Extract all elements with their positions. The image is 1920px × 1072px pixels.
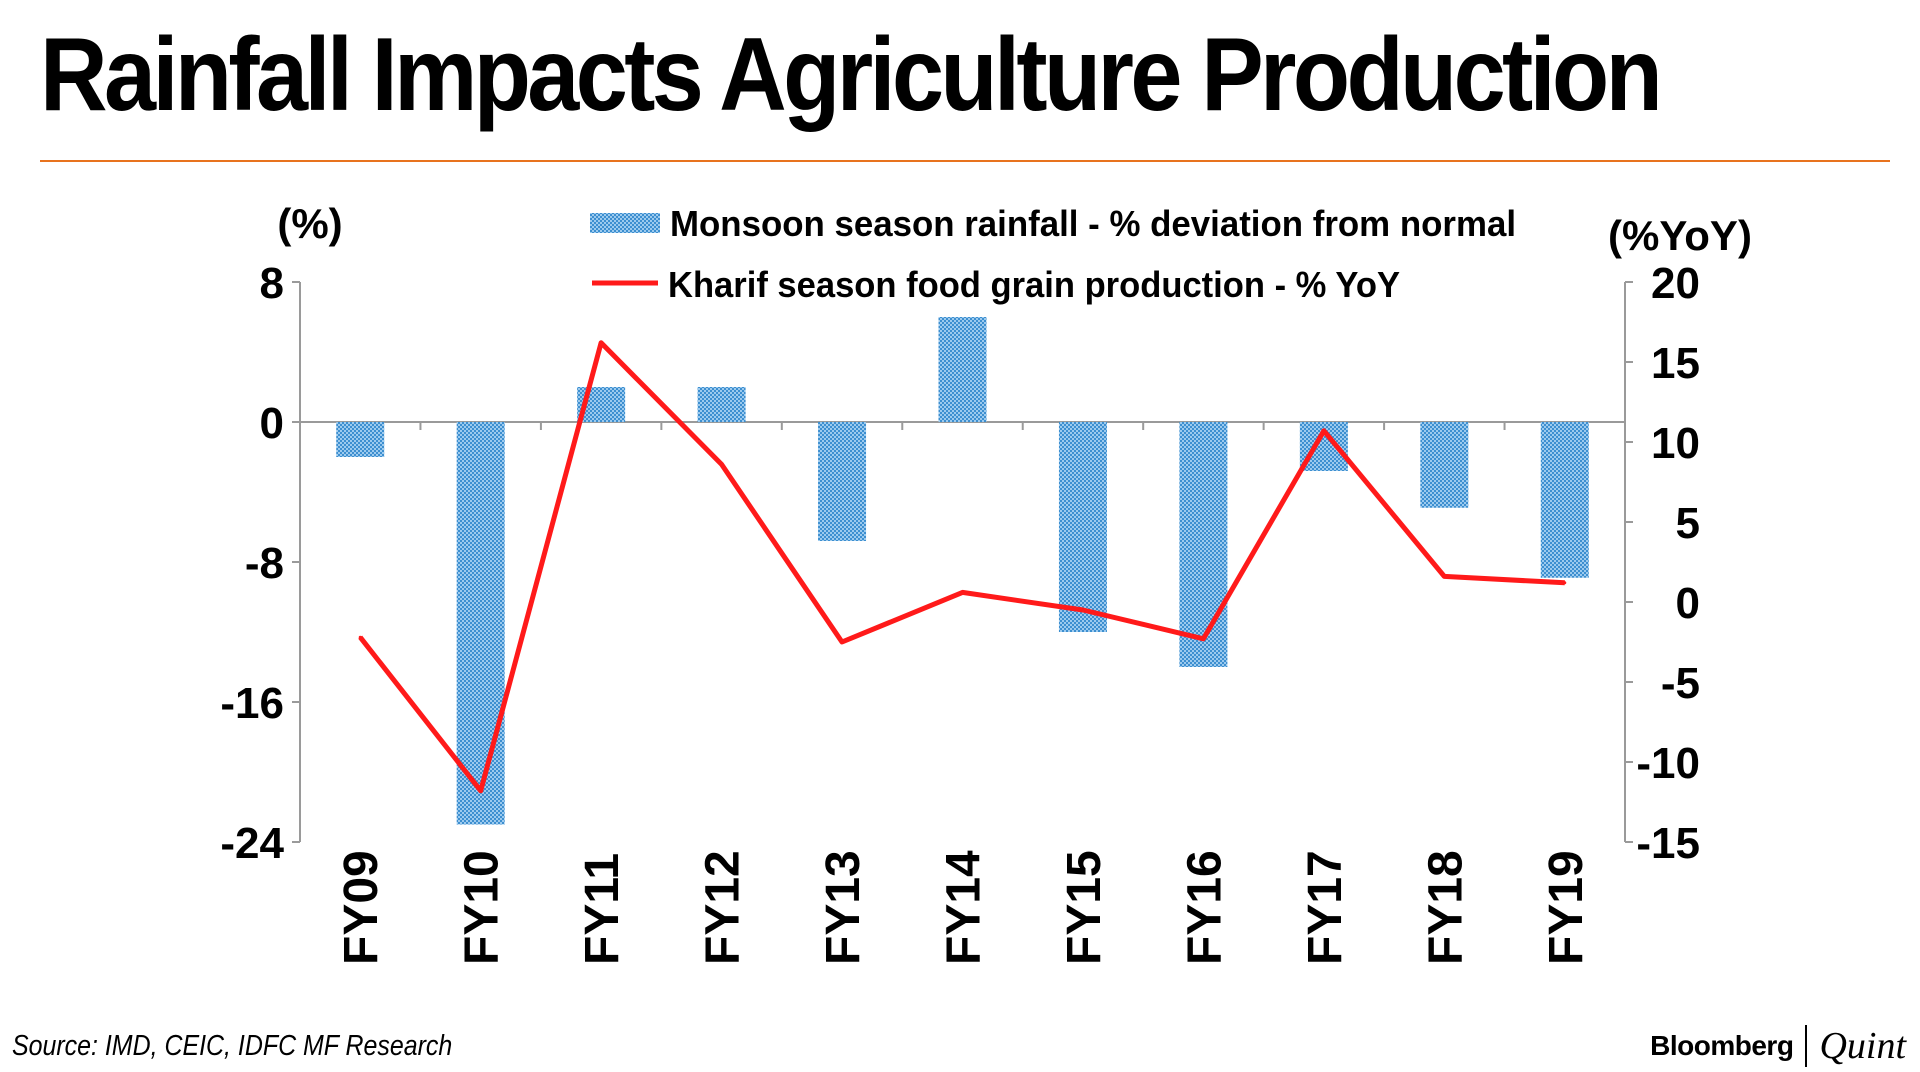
production-point-fy14 — [961, 590, 964, 594]
rainfall-bar-fy13 — [818, 422, 867, 541]
rainfall-bar-fy14 — [938, 317, 987, 422]
x-tick-label: FY09 — [335, 850, 388, 965]
production-point-fy15 — [1081, 608, 1085, 612]
x-tick-label: FY12 — [697, 850, 750, 965]
left-axis-tick-label: 0 — [260, 399, 284, 448]
chart-title: Rainfall Impacts Agriculture Production — [40, 17, 1663, 133]
x-tick-label: FY10 — [456, 850, 509, 965]
rainfall-bar-fy15 — [1058, 422, 1107, 632]
brand-secondary: Quint — [1819, 1025, 1906, 1067]
rainfall-bar-fy19 — [1540, 422, 1589, 578]
production-point-fy09 — [358, 635, 362, 639]
rainfall-bar-fy12 — [697, 387, 746, 422]
legend-label-production: Kharif season food grain production - % … — [668, 264, 1400, 305]
production-point-fy11 — [599, 341, 603, 345]
right-axis-title: (%YoY) — [1608, 212, 1752, 259]
x-tick-label: FY13 — [817, 850, 870, 965]
title-divider — [40, 160, 1890, 162]
brand-logo: Bloomberg Quint — [1650, 1024, 1906, 1068]
production-point-fy19 — [1563, 581, 1567, 585]
x-tick-label: FY14 — [938, 850, 991, 965]
x-tick-label: FY11 — [576, 853, 629, 965]
rainfall-bar-fy09 — [336, 422, 385, 457]
right-axis-tick-label: -15 — [1636, 819, 1700, 868]
legend-swatch-rainfall — [590, 213, 660, 233]
production-point-fy18 — [1442, 574, 1446, 578]
x-tick-label: FY18 — [1419, 850, 1472, 965]
left-axis-tick-label: 8 — [260, 259, 284, 308]
production-point-fy17 — [1322, 429, 1326, 433]
x-tick-label: FY19 — [1540, 850, 1593, 965]
right-axis-tick-label: 10 — [1651, 419, 1700, 468]
rainfall-bar-fy16 — [1179, 422, 1228, 667]
production-point-fy10 — [479, 789, 483, 793]
right-axis-tick-label: 0 — [1676, 579, 1700, 628]
x-tick-label: FY15 — [1058, 850, 1111, 965]
left-axis-tick-label: -16 — [220, 679, 284, 728]
production-point-fy13 — [840, 640, 844, 644]
source-note: Source: IMD, CEIC, IDFC MF Research — [12, 1030, 453, 1062]
rainfall-bar-fy10 — [456, 422, 505, 825]
legend-label-rainfall: Monsoon season rainfall - % deviation fr… — [670, 203, 1516, 244]
right-axis-tick-label: -5 — [1661, 659, 1700, 708]
chart-area: 8 0 -8 -16 -24 20 15 10 5 0 -5 -10 -15 (%) (%YoY) FY09 F… — [220, 200, 1752, 965]
left-axis-tick-label: -24 — [220, 819, 284, 868]
x-tick-label: FY16 — [1178, 850, 1231, 965]
x-tick-label: FY17 — [1299, 850, 1352, 965]
brand-primary: Bloomberg — [1650, 1030, 1794, 1061]
right-axis-tick-label: -10 — [1636, 739, 1700, 788]
left-axis-title: (%) — [277, 200, 342, 247]
left-axis-tick-label: -8 — [245, 539, 284, 588]
right-axis-tick-label: 15 — [1651, 339, 1700, 388]
rainfall-bar-fy18 — [1420, 422, 1469, 508]
right-axis-tick-label: 20 — [1651, 259, 1700, 308]
production-point-fy16 — [1201, 637, 1205, 641]
production-point-fy12 — [720, 462, 724, 466]
brand-divider — [1805, 1025, 1808, 1067]
right-axis-tick-label: 5 — [1676, 499, 1700, 548]
